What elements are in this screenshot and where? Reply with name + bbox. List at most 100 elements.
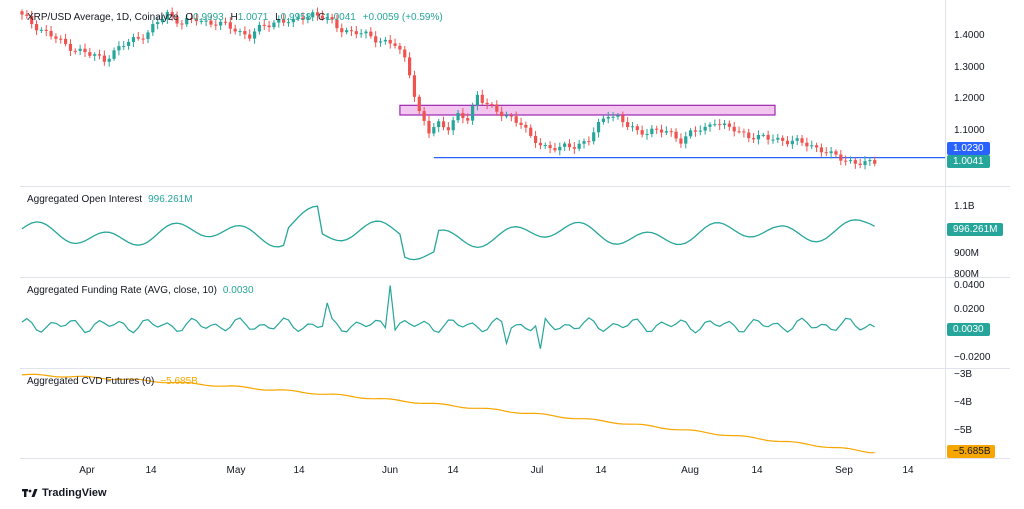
candle-body bbox=[509, 115, 513, 117]
candle-body bbox=[451, 120, 455, 131]
candle-body bbox=[684, 136, 688, 144]
candle-body bbox=[306, 17, 310, 20]
candle-body bbox=[286, 22, 291, 24]
candle-body bbox=[267, 25, 271, 28]
x-axis-tick: Jul bbox=[530, 465, 544, 476]
pane-separator bbox=[20, 368, 1010, 369]
candle-body bbox=[349, 30, 354, 32]
candle-body bbox=[175, 16, 179, 24]
candle-body bbox=[320, 15, 324, 19]
candle-body bbox=[504, 115, 509, 117]
candle-body bbox=[126, 41, 131, 46]
candle-body bbox=[112, 50, 116, 59]
candle-body bbox=[601, 118, 605, 123]
candle-body bbox=[790, 140, 794, 145]
fr-title-value: 0.0030 bbox=[222, 285, 254, 296]
candle-body bbox=[39, 29, 43, 31]
candle-body bbox=[325, 17, 329, 19]
candle-body bbox=[311, 12, 315, 18]
candle-body bbox=[102, 55, 106, 62]
brand-logo[interactable]: TradingView bbox=[22, 487, 107, 499]
candle-body bbox=[403, 49, 407, 58]
oi-axis-tick: 900M bbox=[954, 248, 980, 259]
candle-body bbox=[563, 143, 567, 147]
oi-title-label: Aggregated Open Interest bbox=[27, 194, 143, 205]
candle-body bbox=[49, 30, 53, 37]
candle-body bbox=[223, 21, 228, 23]
low-label: L bbox=[275, 12, 281, 23]
candle-body bbox=[131, 37, 136, 42]
oi-title: Aggregated Open Interest 996.261M bbox=[27, 194, 193, 205]
fr-value-tag: 0.0030 bbox=[947, 323, 990, 336]
close-value: 1.0041 bbox=[325, 12, 356, 23]
candle-body bbox=[611, 116, 615, 118]
candle-body bbox=[819, 147, 824, 153]
support-price-tag: 1.0230 bbox=[947, 142, 990, 155]
candle-body bbox=[592, 132, 596, 142]
candle-body bbox=[824, 152, 828, 154]
tradingview-logo-icon bbox=[22, 489, 38, 497]
high-value: 1.0071 bbox=[237, 12, 269, 23]
cvd-value-tag: −5.685B bbox=[947, 445, 995, 458]
candle-body bbox=[199, 20, 203, 22]
candle-body bbox=[117, 46, 121, 51]
supply-zone bbox=[399, 104, 776, 116]
candle-body bbox=[189, 18, 194, 20]
symbol-label: XRP/USD Average, 1D, Coinalyze bbox=[27, 12, 179, 23]
x-axis-tick: Sep bbox=[835, 465, 853, 476]
candle-body bbox=[567, 143, 572, 148]
candle-body bbox=[156, 22, 160, 25]
candle-body bbox=[257, 24, 262, 32]
fr-axis-tick: −0.0200 bbox=[954, 352, 991, 363]
candle-body bbox=[587, 141, 591, 143]
open-label: O bbox=[185, 12, 194, 23]
candle-body bbox=[693, 130, 698, 132]
candle-body bbox=[180, 23, 184, 25]
candle-body bbox=[209, 20, 213, 25]
candle-body bbox=[282, 19, 286, 23]
candle-body bbox=[248, 34, 252, 39]
candle-body bbox=[519, 122, 523, 125]
candle-body bbox=[558, 146, 562, 151]
price-axis-tick: 1.1000 bbox=[954, 125, 985, 136]
candle-body bbox=[107, 58, 111, 62]
candle-body bbox=[20, 11, 24, 15]
candle-body bbox=[238, 31, 242, 33]
candle-body bbox=[122, 45, 126, 47]
pane-separator bbox=[20, 277, 1010, 278]
candle-body bbox=[34, 24, 39, 31]
candle-body bbox=[194, 18, 199, 22]
high-label: H bbox=[230, 12, 238, 23]
candle-body bbox=[165, 12, 169, 20]
candle-body bbox=[853, 160, 857, 164]
candle-body bbox=[88, 52, 92, 56]
candle-body bbox=[747, 132, 751, 139]
cvd-title: Aggregated CVD Futures (0) −5.685B bbox=[27, 376, 198, 387]
candle-body bbox=[771, 139, 775, 141]
open-value: 0.9993 bbox=[193, 12, 224, 23]
candle-body bbox=[814, 145, 819, 148]
pane-separator bbox=[20, 458, 1010, 459]
candle-body bbox=[630, 126, 635, 128]
x-axis-tick: May bbox=[226, 465, 246, 476]
cvd-axis-tick: −5B bbox=[954, 425, 973, 436]
x-axis-tick: 14 bbox=[145, 465, 157, 476]
candle-body bbox=[44, 29, 48, 31]
low-value: 0.9958 bbox=[280, 12, 312, 23]
candle-body bbox=[533, 135, 538, 143]
candle-body bbox=[374, 36, 378, 43]
candle-body bbox=[291, 18, 295, 23]
candle-body bbox=[863, 161, 867, 166]
candle-body bbox=[422, 111, 426, 121]
candle-body bbox=[829, 151, 833, 154]
candle-body bbox=[500, 111, 504, 117]
candle-body bbox=[141, 38, 145, 40]
candle-body bbox=[848, 160, 853, 162]
x-axis-tick: Jun bbox=[381, 465, 399, 476]
cvd-axis-tick: −4B bbox=[954, 397, 973, 408]
candle-body bbox=[359, 33, 363, 35]
candle-body bbox=[751, 138, 756, 140]
oi-axis-tick: 800M bbox=[954, 269, 980, 280]
cvd-title-value: −5.685B bbox=[160, 376, 198, 387]
candle-body bbox=[398, 45, 402, 50]
